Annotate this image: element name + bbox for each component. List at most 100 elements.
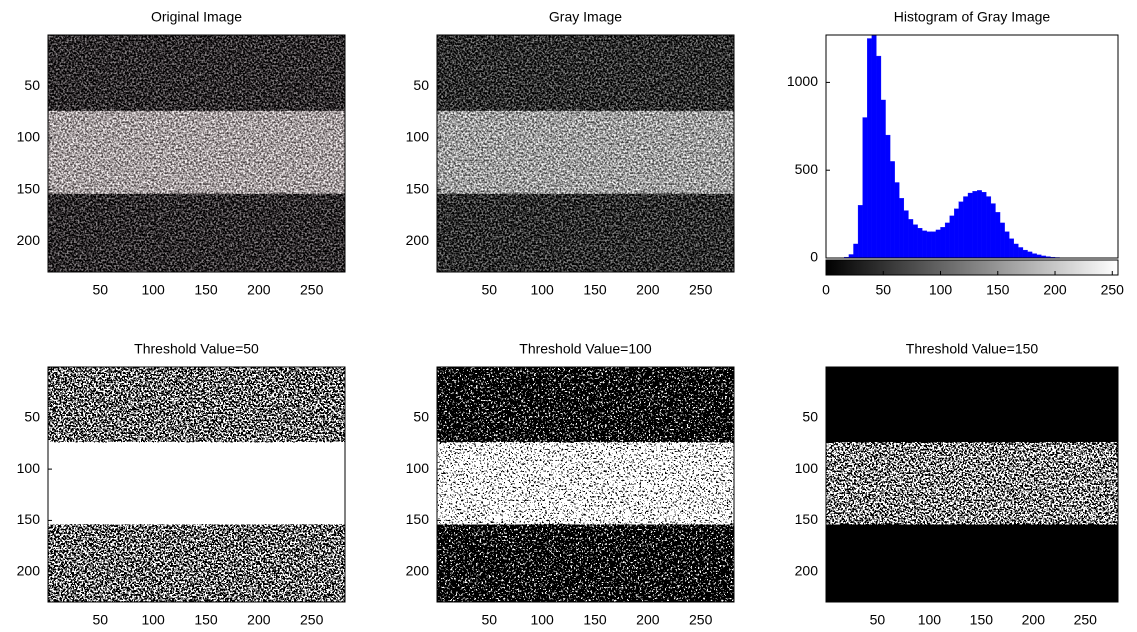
axes-frame: [47, 366, 346, 603]
x-tick-label: 50: [870, 612, 886, 628]
y-tick-label: 150: [795, 511, 819, 527]
x-tick-label: 100: [929, 282, 953, 298]
subplot-title: Original Image: [151, 9, 242, 25]
y-tick-label: 200: [406, 562, 430, 578]
bar: [1004, 231, 1010, 258]
x-tick-label: 150: [194, 612, 218, 628]
y-tick-label: 150: [17, 511, 41, 527]
bar: [1027, 251, 1033, 258]
x-tick-label: 100: [530, 612, 554, 628]
y-tick-label: 200: [17, 232, 41, 248]
bar: [931, 231, 937, 258]
y-tick-label: 50: [24, 77, 40, 93]
x-tick-label: 100: [918, 612, 942, 628]
y-tick-label: 0: [810, 249, 818, 265]
image-band: [48, 110, 345, 194]
image: [437, 35, 734, 272]
image: [826, 367, 1118, 602]
bar: [967, 192, 973, 258]
bar: [903, 210, 909, 258]
bar: [1013, 243, 1019, 258]
bar: [922, 230, 927, 258]
bar: [963, 196, 969, 258]
x-tick-label: 200: [636, 612, 660, 628]
y-tick-label: 150: [17, 180, 41, 196]
gray-colorbar: [825, 259, 1119, 276]
bar: [999, 222, 1005, 258]
bar: [889, 161, 895, 258]
image: [437, 367, 734, 602]
y-tick-label: 100: [17, 460, 41, 476]
bar: [857, 205, 863, 258]
x-tick-label: 200: [1043, 282, 1067, 298]
axes-frame: [47, 34, 346, 273]
x-tick-label: 250: [689, 612, 713, 628]
subplot: Threshold Value=150 50 100 150 200 250 50 100 15…: [795, 341, 1119, 628]
bar: [871, 35, 877, 258]
bar: [981, 192, 987, 258]
y-tick-label: 1000: [787, 73, 818, 89]
x-tick-label: 250: [300, 612, 324, 628]
x-tick-label: 150: [194, 282, 218, 298]
x-tick-label: 150: [583, 282, 607, 298]
bar: [876, 55, 882, 258]
image-band: [48, 442, 345, 525]
y-tick-label: 150: [406, 180, 430, 196]
x-tick-label: 150: [583, 612, 607, 628]
bar: [986, 196, 992, 258]
image-band: [437, 442, 734, 525]
bar: [867, 38, 872, 258]
subplot: Threshold Value=100 50 100 150 200 250 50 100 15…: [406, 341, 735, 628]
subplot-title: Histogram of Gray Image: [894, 9, 1051, 25]
y-tick-label: 50: [802, 409, 818, 425]
image: [48, 35, 345, 272]
y-tick-label: 100: [795, 460, 819, 476]
x-tick-label: 150: [970, 612, 994, 628]
subplot-title: Threshold Value=100: [519, 341, 652, 357]
bar: [1018, 247, 1024, 258]
axes-frame: [825, 366, 1119, 603]
bar: [853, 243, 859, 258]
bar: [912, 224, 918, 258]
x-tick-label: 50: [93, 612, 109, 628]
subplot: Gray Image 50 100 150 200 250 50 100 150 200: [406, 9, 735, 298]
bar: [899, 198, 905, 258]
bar: [958, 201, 964, 258]
y-tick-label: 150: [406, 511, 430, 527]
y-tick-label: 100: [17, 129, 41, 145]
x-tick-label: 200: [247, 612, 271, 628]
bar: [954, 208, 959, 258]
x-tick-label: 250: [1101, 282, 1125, 298]
y-tick-label: 50: [413, 409, 429, 425]
image: [48, 367, 345, 602]
bars: [839, 35, 1065, 258]
subplot-title: Threshold Value=50: [134, 341, 259, 357]
axes-frame: [436, 366, 735, 603]
subplot: Original Image 50 100 150 200 250 50 100 150 200: [17, 9, 346, 298]
bar: [944, 222, 950, 258]
bar: [880, 99, 886, 258]
x-tick-label: 250: [689, 282, 713, 298]
y-tick-label: 200: [406, 232, 430, 248]
bar: [940, 227, 946, 258]
subplot-title: Threshold Value=150: [906, 341, 1039, 357]
bar: [990, 203, 996, 258]
subplot: Histogram of Gray Image 0 50 100 150 200 250 0 5…: [787, 9, 1124, 298]
bar: [908, 219, 914, 258]
y-tick-label: 50: [413, 77, 429, 93]
y-tick-label: 500: [795, 161, 819, 177]
bar: [977, 190, 982, 258]
x-tick-label: 0: [822, 282, 830, 298]
bar: [885, 134, 891, 258]
bar: [1009, 238, 1014, 258]
y-tick-label: 100: [406, 460, 430, 476]
x-tick-label: 50: [482, 282, 498, 298]
bar: [995, 212, 1001, 258]
x-tick-label: 250: [300, 282, 324, 298]
x-tick-label: 100: [530, 282, 554, 298]
x-tick-label: 100: [141, 612, 165, 628]
x-tick-label: 50: [875, 282, 891, 298]
y-tick-label: 200: [17, 562, 41, 578]
subplot-title: Gray Image: [549, 9, 622, 25]
